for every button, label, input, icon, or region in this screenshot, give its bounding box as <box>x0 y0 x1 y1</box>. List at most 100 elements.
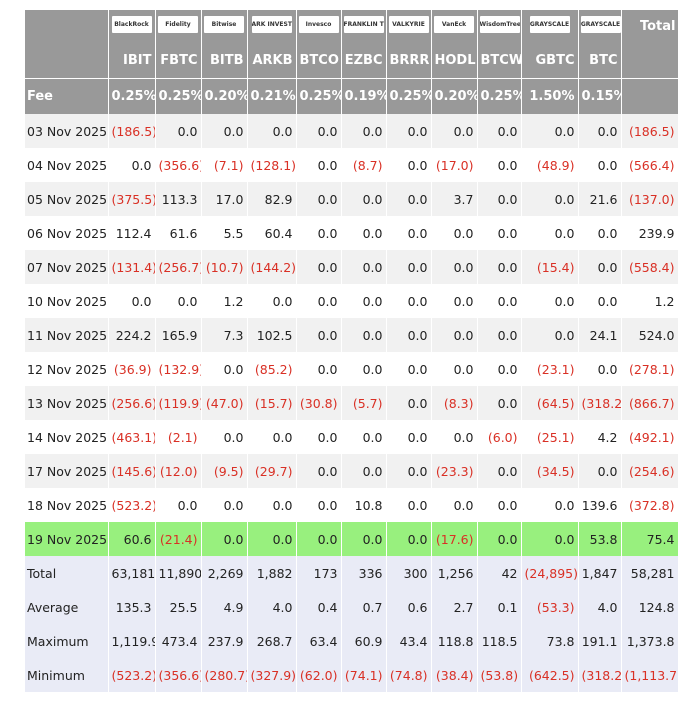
value-cell: 524.0 <box>621 318 679 352</box>
value-cell: 300 <box>386 556 432 590</box>
issuer-logo: VanEck <box>434 16 474 33</box>
ticker: ARKB <box>247 42 297 79</box>
value-cell: 224.2 <box>108 318 156 352</box>
row-label: Maximum <box>25 624 109 658</box>
value-cell: 1,847 <box>578 556 622 590</box>
row-label: 04 Nov 2025 <box>25 148 109 182</box>
value-cell: 25.5 <box>155 590 202 624</box>
data-row: 06 Nov 2025 112.4 61.6 5.5 60.4 0.0 0.0 0.0 0.0 0… <box>25 216 679 250</box>
value-cell: (558.4) <box>621 250 679 284</box>
logo-row: BlackRock Fidelity Bitwise ARK INVEST Invesc… <box>25 10 679 42</box>
ticker: HODL <box>431 42 478 79</box>
value-cell: (278.1) <box>621 352 679 386</box>
value-cell: 135.3 <box>108 590 156 624</box>
value-cell: (523.2) <box>108 488 156 522</box>
value-cell: (53.3) <box>521 590 579 624</box>
value-cell: (318.2) <box>578 386 622 420</box>
value-cell: 53.8 <box>578 522 622 556</box>
value-cell: 0.0 <box>431 250 478 284</box>
value-cell: (53.8) <box>477 658 522 692</box>
row-label: Minimum <box>25 658 109 692</box>
row-label: Average <box>25 590 109 624</box>
value-cell: (186.5) <box>621 114 679 148</box>
summary-row: Maximum 1,119.9 473.4 237.9 268.7 63.4 60.9 43.… <box>25 624 679 658</box>
value-cell: 11,890 <box>155 556 202 590</box>
value-cell: 0.0 <box>296 420 342 454</box>
value-cell: 1,256 <box>431 556 478 590</box>
fee: 0.20% <box>201 78 248 114</box>
value-cell: 58,281 <box>621 556 679 590</box>
value-cell: 82.9 <box>247 182 297 216</box>
value-cell: 4.9 <box>201 590 248 624</box>
value-cell: 113.3 <box>155 182 202 216</box>
value-cell: 1,373.8 <box>621 624 679 658</box>
value-cell: 0.0 <box>201 114 248 148</box>
data-row: 05 Nov 2025 (375.5) 113.3 17.0 82.9 0.0 0.0 0.0… <box>25 182 679 216</box>
value-cell: 0.0 <box>201 522 248 556</box>
value-cell: 0.0 <box>521 488 579 522</box>
value-cell: (866.7) <box>621 386 679 420</box>
value-cell: (642.5) <box>521 658 579 692</box>
value-cell: 60.9 <box>341 624 387 658</box>
value-cell: (12.0) <box>155 454 202 488</box>
row-label: 13 Nov 2025 <box>25 386 109 420</box>
issuer-logo: Bitwise <box>204 16 244 33</box>
data-row: 19 Nov 2025 60.6 (21.4) 0.0 0.0 0.0 0.0 0.0 (17.… <box>25 522 679 556</box>
logo-cell: Invesco <box>296 10 342 42</box>
blank-cell <box>621 78 679 114</box>
value-cell: (372.8) <box>621 488 679 522</box>
value-cell: 0.0 <box>247 114 297 148</box>
value-cell: 0.0 <box>477 114 522 148</box>
value-cell: 0.0 <box>341 318 387 352</box>
row-label: 11 Nov 2025 <box>25 318 109 352</box>
value-cell: (2.1) <box>155 420 202 454</box>
value-cell: 0.7 <box>341 590 387 624</box>
value-cell: (131.4) <box>108 250 156 284</box>
data-row: 18 Nov 2025 (523.2) 0.0 0.0 0.0 0.0 10.8 0.0 0.0… <box>25 488 679 522</box>
value-cell: 0.0 <box>431 420 478 454</box>
value-cell: 0.0 <box>155 284 202 318</box>
value-cell: (85.2) <box>247 352 297 386</box>
value-cell: (7.1) <box>201 148 248 182</box>
value-cell: 2,269 <box>201 556 248 590</box>
fee: 0.25% <box>108 78 156 114</box>
value-cell: (15.7) <box>247 386 297 420</box>
ticker: BRRR <box>386 42 432 79</box>
value-cell: 268.7 <box>247 624 297 658</box>
value-cell: 0.0 <box>578 454 622 488</box>
issuer-logo: WisdomTree <box>479 16 520 33</box>
value-cell: 75.4 <box>621 522 679 556</box>
value-cell: (254.6) <box>621 454 679 488</box>
logo-cell: WisdomTree <box>477 10 522 42</box>
value-cell: 0.0 <box>247 522 297 556</box>
value-cell: (280.7) <box>201 658 248 692</box>
value-cell: 0.0 <box>386 352 432 386</box>
value-cell: 0.0 <box>296 284 342 318</box>
data-row: 14 Nov 2025 (463.1) (2.1) 0.0 0.0 0.0 0.0 0.0 0.… <box>25 420 679 454</box>
table-body: BlackRock Fidelity Bitwise ARK INVEST Invesc… <box>25 10 679 692</box>
row-label: Total <box>25 556 109 590</box>
value-cell: 473.4 <box>155 624 202 658</box>
value-cell: (492.1) <box>621 420 679 454</box>
value-cell: 0.0 <box>386 522 432 556</box>
value-cell: 191.1 <box>578 624 622 658</box>
row-label: 19 Nov 2025 <box>25 522 109 556</box>
fee: 0.25% <box>386 78 432 114</box>
value-cell: 0.0 <box>386 318 432 352</box>
value-cell: 0.0 <box>521 318 579 352</box>
value-cell: (5.7) <box>341 386 387 420</box>
issuer-logo: Invesco <box>298 16 339 33</box>
value-cell: 0.1 <box>477 590 522 624</box>
value-cell: (566.4) <box>621 148 679 182</box>
fee: 0.25% <box>155 78 202 114</box>
value-cell: 239.9 <box>621 216 679 250</box>
value-cell: 63,181 <box>108 556 156 590</box>
value-cell: 0.6 <box>386 590 432 624</box>
value-cell: 0.0 <box>431 318 478 352</box>
value-cell: 63.4 <box>296 624 342 658</box>
ticker: IBIT <box>108 42 156 79</box>
value-cell: 0.0 <box>477 352 522 386</box>
logo-cell: BlackRock <box>108 10 156 42</box>
value-cell: 1.2 <box>201 284 248 318</box>
value-cell: (463.1) <box>108 420 156 454</box>
